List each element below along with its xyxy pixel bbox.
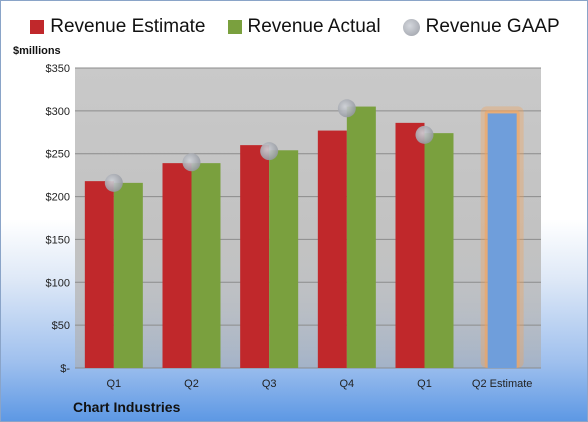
bar-revenue-actual <box>487 113 517 368</box>
point-revenue-gaap <box>182 153 201 172</box>
bar-revenue-actual <box>113 182 143 368</box>
y-tick-label: $50 <box>52 320 70 332</box>
y-tick-label: $100 <box>46 277 70 289</box>
legend-swatch-revenue-actual <box>227 20 242 34</box>
x-tick-label: Q1 <box>417 378 432 390</box>
plot-area <box>75 68 541 368</box>
bar-revenue-actual <box>269 150 299 368</box>
y-tick-label: $300 <box>46 106 70 118</box>
y-tick-label: $150 <box>46 234 70 246</box>
legend-item-revenue-actual: Revenue Actual <box>227 16 381 38</box>
legend-swatch-revenue-estimate <box>30 20 45 34</box>
legend-swatch-revenue-gaap <box>402 18 420 36</box>
bar-revenue-estimate <box>240 145 270 368</box>
x-tick-label: Q2 Estimate <box>472 378 533 390</box>
bar-revenue-actual <box>191 163 221 368</box>
legend-item-revenue-estimate: Revenue Estimate <box>30 16 206 38</box>
legend-label-revenue-estimate: Revenue Estimate <box>50 16 206 37</box>
bar-revenue-estimate <box>317 130 347 368</box>
company-name: Chart Industries <box>73 399 181 415</box>
legend-label-revenue-actual: Revenue Actual <box>247 16 381 37</box>
y-tick-label: $200 <box>46 192 70 204</box>
point-revenue-gaap <box>337 99 356 118</box>
bar-revenue-estimate <box>84 181 114 368</box>
bar-revenue-actual <box>424 133 454 368</box>
legend: Revenue Estimate Revenue Actual Revenue … <box>1 16 587 38</box>
point-revenue-gaap <box>260 142 279 161</box>
y-tick-label: $- <box>60 363 70 375</box>
bar-revenue-estimate <box>395 122 425 368</box>
x-tick-label: Q4 <box>339 378 354 390</box>
bar-revenue-estimate <box>162 163 192 368</box>
x-tick-label: Q2 <box>184 378 199 390</box>
bar-revenue-actual <box>346 106 376 369</box>
y-axis-label: $millions <box>13 45 61 57</box>
y-tick-label: $350 <box>46 63 70 75</box>
y-tick-label: $250 <box>46 149 70 161</box>
point-revenue-gaap <box>104 173 123 192</box>
legend-item-revenue-gaap: Revenue GAAP <box>402 16 560 38</box>
x-tick-label: Q1 <box>106 378 121 390</box>
x-tick-label: Q3 <box>262 378 277 390</box>
legend-label-revenue-gaap: Revenue GAAP <box>425 16 560 37</box>
point-revenue-gaap <box>415 125 434 144</box>
